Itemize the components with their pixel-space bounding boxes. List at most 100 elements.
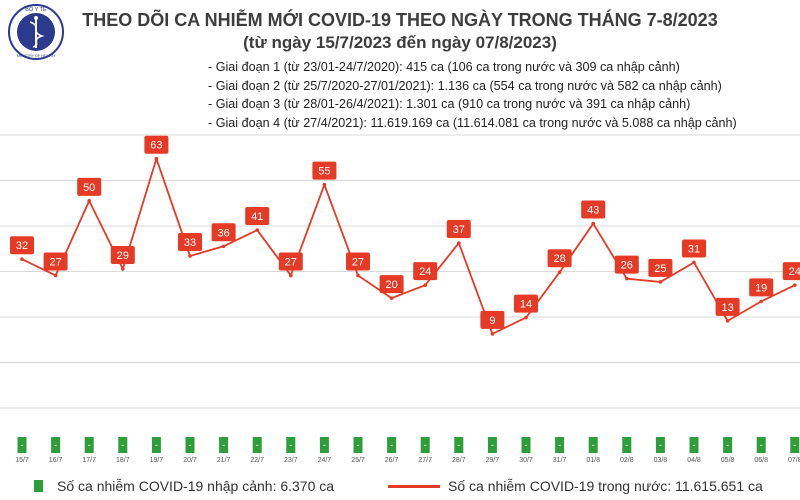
imported-bar-label: - bbox=[390, 440, 393, 450]
x-tick-label: 02/8 bbox=[620, 457, 634, 464]
domestic-point bbox=[625, 276, 629, 281]
legend-imported-label: Số ca nhiễm COVID-19 nhập cảnh: 6.370 ca bbox=[57, 478, 335, 494]
x-tick-label: 29/7 bbox=[486, 457, 500, 464]
imported-bar bbox=[387, 437, 397, 453]
domestic-data-label: 63 bbox=[150, 140, 162, 152]
domestic-data-label: 27 bbox=[49, 256, 61, 268]
domestic-data-label: 36 bbox=[217, 227, 229, 239]
x-tick-label: 23/7 bbox=[284, 457, 298, 464]
domestic-data-label: 28 bbox=[553, 253, 565, 265]
x-tick-label: 04/8 bbox=[687, 457, 701, 464]
imported-bar bbox=[790, 437, 800, 453]
imported-bar-label: - bbox=[760, 440, 763, 450]
domestic-point bbox=[658, 280, 663, 284]
domestic-data-label: 33 bbox=[184, 237, 196, 249]
x-tick-label: 31/7 bbox=[553, 457, 567, 464]
imported-bar bbox=[723, 437, 733, 453]
domestic-data-label: 41 bbox=[251, 211, 263, 223]
domestic-point bbox=[20, 257, 24, 262]
legend-domestic-label: Số ca nhiễm COVID-19 trong nước: 11.615.… bbox=[448, 478, 763, 494]
x-tick-label: 07/8 bbox=[788, 457, 800, 464]
imported-bar-label: - bbox=[424, 440, 427, 450]
domestic-data-label-box bbox=[379, 275, 404, 294]
x-tick-label: 26/7 bbox=[385, 457, 399, 464]
domestic-data-label: 37 bbox=[453, 224, 465, 236]
imported-bar bbox=[17, 437, 27, 453]
x-tick-label: 01/8 bbox=[586, 457, 600, 464]
legend-imported-swatch bbox=[34, 480, 43, 492]
domestic-data-label: 43 bbox=[587, 205, 599, 217]
domestic-point bbox=[188, 254, 192, 258]
domestic-series-line bbox=[21, 157, 796, 335]
domestic-point bbox=[725, 319, 730, 323]
imported-bar bbox=[353, 437, 363, 453]
domestic-data-label-box bbox=[547, 249, 572, 268]
imported-bar bbox=[51, 437, 61, 453]
imported-bar bbox=[420, 437, 430, 453]
legend-imported: Số ca nhiễm COVID-19 nhập cảnh: 6.370 ca bbox=[34, 475, 334, 497]
imported-bar-label: - bbox=[189, 440, 192, 450]
domestic-data-label: 24 bbox=[789, 266, 800, 278]
domestic-data-label-box bbox=[77, 177, 102, 196]
imported-bar-label: - bbox=[357, 440, 360, 450]
x-tick-label: 16/7 bbox=[49, 457, 63, 464]
x-tick-label: 05/8 bbox=[721, 457, 735, 464]
imported-bar bbox=[555, 437, 565, 453]
domestic-data-label-box bbox=[480, 310, 505, 329]
domestic-data-label-box bbox=[144, 135, 169, 154]
imported-bar-label: - bbox=[793, 440, 796, 450]
imported-bar-label: - bbox=[457, 440, 460, 450]
legend-domestic-swatch bbox=[388, 484, 440, 488]
logo-arc-top: BỘ Y TẾ bbox=[25, 6, 47, 13]
imported-bar bbox=[756, 437, 766, 453]
domestic-point bbox=[457, 241, 461, 245]
daily-cases-chart: - - - - - - - - - - - - - - - - - - - - - - - - 32 27 50 29 63 33 36 41… bbox=[0, 134, 800, 464]
imported-bar bbox=[521, 437, 531, 453]
domestic-point bbox=[557, 270, 562, 274]
imported-bar bbox=[655, 437, 665, 453]
chart-subtitle: (từ ngày 15/7/2023 đến ngày 07/8/2023) bbox=[243, 33, 557, 52]
domestic-data-label: 19 bbox=[755, 282, 767, 294]
domestic-data-label-box bbox=[749, 278, 774, 297]
imported-bar-label: - bbox=[726, 440, 729, 450]
domestic-data-label: 26 bbox=[621, 260, 633, 272]
domestic-point bbox=[423, 283, 428, 287]
imported-bar bbox=[622, 437, 632, 453]
domestic-point bbox=[121, 267, 125, 271]
domestic-data-label-box bbox=[278, 252, 303, 271]
imported-bar bbox=[118, 437, 128, 453]
domestic-data-label: 9 bbox=[489, 315, 495, 327]
imported-bar-label: - bbox=[659, 440, 662, 450]
phase-1-summary: - Giai đoạn 1 (từ 23/01-24/7/2020): 415 … bbox=[208, 60, 680, 74]
x-tick-label: 30/7 bbox=[519, 457, 533, 464]
ministry-of-health-logo: BỘ Y TẾ MINISTRY OF HEALTH bbox=[8, 4, 64, 60]
domestic-data-label-box bbox=[715, 297, 740, 316]
legend-domestic: Số ca nhiễm COVID-19 trong nước: 11.615.… bbox=[388, 475, 763, 497]
imported-bar-label: - bbox=[121, 440, 124, 450]
imported-bar-label: - bbox=[256, 440, 259, 450]
imported-bar-label: - bbox=[525, 440, 528, 450]
domestic-point bbox=[591, 221, 595, 226]
domestic-data-label-box bbox=[346, 252, 370, 271]
imported-bar-label: - bbox=[558, 440, 561, 450]
imported-bar bbox=[454, 437, 464, 453]
domestic-data-label-box bbox=[10, 236, 34, 255]
phase-3-summary: - Giai đoạn 3 (từ 28/01-26/4/2021): 1.30… bbox=[208, 97, 691, 111]
domestic-point bbox=[490, 332, 495, 336]
chart-title: THEO DÕI CA NHIỄM MỚI COVID-19 THEO NGÀY… bbox=[82, 10, 718, 30]
domestic-point bbox=[356, 273, 360, 278]
domestic-data-label-box bbox=[581, 200, 606, 219]
domestic-data-label-box bbox=[312, 161, 337, 180]
imported-bar-label: - bbox=[592, 440, 595, 450]
x-tick-label: 27/7 bbox=[418, 457, 432, 464]
domestic-data-label: 24 bbox=[419, 266, 431, 278]
x-tick-label: 03/8 bbox=[654, 457, 668, 464]
domestic-point bbox=[692, 260, 696, 265]
domestic-data-label-box bbox=[245, 207, 270, 226]
imported-bar-label: - bbox=[491, 440, 494, 450]
imported-bar-label: - bbox=[155, 440, 158, 450]
imported-bar-label: - bbox=[54, 440, 57, 450]
domestic-point bbox=[322, 182, 327, 187]
x-tick-label: 15/7 bbox=[15, 457, 29, 464]
phase-summary-list: - Giai đoạn 1 (từ 23/01-24/7/2020): 415 … bbox=[208, 58, 737, 132]
